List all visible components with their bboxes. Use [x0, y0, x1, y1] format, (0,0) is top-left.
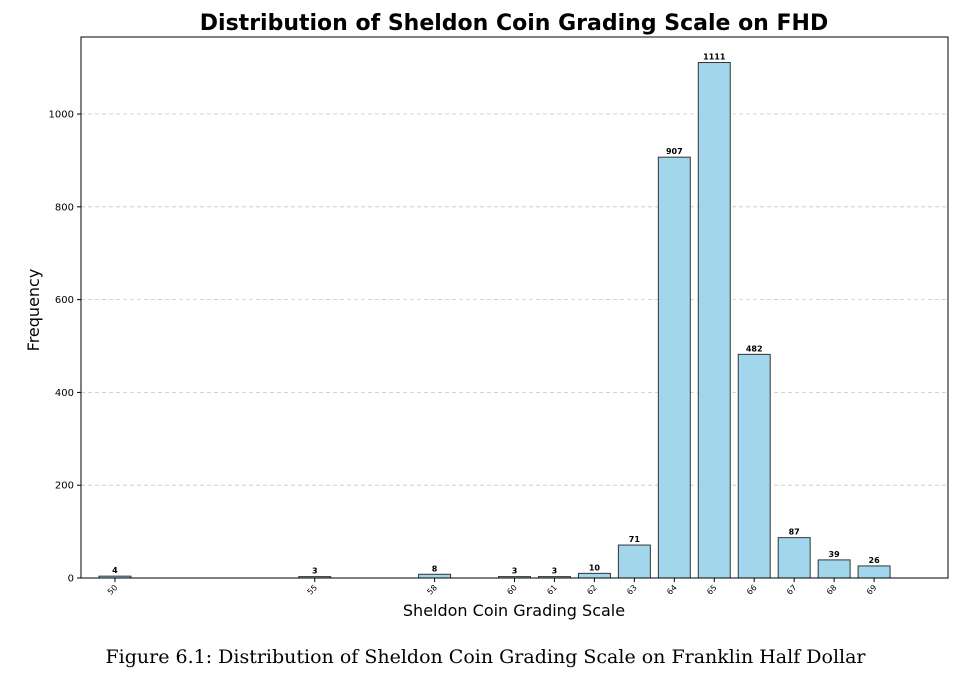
ytick-label-200: 200	[55, 481, 74, 492]
bar-67	[777, 537, 811, 579]
data-label-63: 71	[629, 535, 641, 544]
data-label-64: 907	[666, 147, 683, 156]
bar-68	[817, 559, 851, 579]
xtick-label-66: 66	[745, 583, 759, 597]
x-axis-label: Sheldon Coin Grading Scale	[403, 601, 625, 620]
bar-63	[617, 544, 651, 579]
ytick-label-400: 400	[55, 388, 74, 399]
ytick-label-800: 800	[55, 202, 74, 213]
xtick-label-60: 60	[505, 583, 519, 597]
xtick-label-62: 62	[585, 583, 599, 597]
ytick-label-600: 600	[55, 295, 74, 306]
data-label-60: 3	[512, 567, 518, 576]
y-axis-label: Frequency	[24, 269, 43, 352]
data-label-61: 3	[552, 567, 558, 576]
bars	[98, 62, 891, 579]
data-label-67: 87	[789, 528, 800, 537]
xtick-label-50: 50	[106, 583, 120, 597]
xtick-label-69: 69	[865, 583, 879, 597]
xtick-label-55: 55	[306, 583, 320, 597]
figure-caption: Figure 6.1: Distribution of Sheldon Coin…	[105, 646, 866, 668]
bar-66	[737, 353, 771, 579]
xtick-label-64: 64	[665, 583, 679, 597]
ytick-label-0: 0	[68, 574, 74, 585]
y-axis-ticks: 0 200 400 600 800 1000	[49, 110, 81, 585]
data-label-50: 4	[112, 566, 118, 575]
xtick-label-68: 68	[825, 583, 839, 597]
xtick-label-63: 63	[625, 583, 639, 597]
xtick-label-67: 67	[785, 583, 799, 597]
data-label-69: 26	[869, 556, 881, 565]
data-label-68: 39	[829, 550, 841, 559]
data-label-58: 8	[432, 564, 438, 573]
grid-lines	[81, 113, 948, 486]
ytick-label-1000: 1000	[49, 110, 74, 121]
xtick-label-58: 58	[425, 583, 439, 597]
bar-69	[857, 565, 891, 579]
data-label-65: 1111	[703, 53, 726, 62]
chart-title: Distribution of Sheldon Coin Grading Sca…	[200, 11, 828, 36]
data-label-66: 482	[746, 344, 763, 353]
xtick-label-61: 61	[545, 583, 559, 597]
x-axis-ticks: 50 55 58 60 61 62 63 64 65 66 67 68 69	[106, 578, 879, 597]
bar-62	[577, 572, 611, 579]
data-labels: 4 3 8 3 3 10 71 907 1111 482 87 39 26	[112, 53, 880, 576]
bar-58	[418, 573, 452, 579]
plot-frame	[80, 36, 949, 579]
bar-64	[657, 156, 691, 579]
data-label-55: 3	[312, 567, 318, 576]
xtick-label-65: 65	[705, 583, 719, 597]
bar-chart: Distribution of Sheldon Coin Grading Sca…	[24, 11, 949, 620]
bar-65	[697, 62, 731, 579]
data-label-62: 10	[589, 563, 601, 572]
